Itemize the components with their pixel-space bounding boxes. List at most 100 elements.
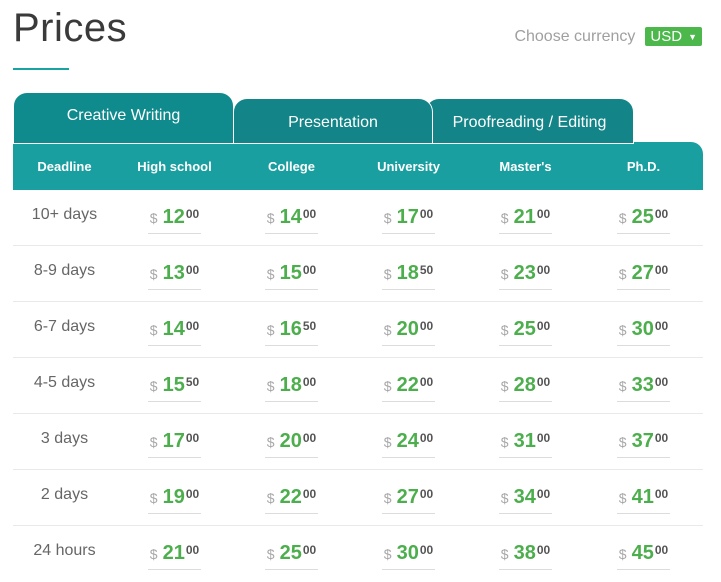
price-cents: 00 xyxy=(185,318,200,333)
dollar-sign: $ xyxy=(618,209,627,226)
price: $12 00 xyxy=(147,206,202,234)
price-cell: $18 50 xyxy=(350,258,467,290)
price-cents: 00 xyxy=(654,206,669,221)
price-whole: 30 xyxy=(396,542,419,564)
price-whole: 25 xyxy=(513,317,536,340)
price: $19 00 xyxy=(147,486,202,514)
price-whole: 20 xyxy=(396,317,419,340)
price: $28 00 xyxy=(498,373,553,402)
price-cell: $19 00 xyxy=(116,482,233,514)
price: $14 00 xyxy=(264,205,319,234)
price-cents: 00 xyxy=(302,262,317,277)
dollar-sign: $ xyxy=(266,321,275,338)
price: $37 00 xyxy=(616,430,671,458)
dollar-sign: $ xyxy=(618,433,627,450)
price-cents: 00 xyxy=(419,318,434,333)
price: $20 00 xyxy=(381,317,436,346)
price-whole: 28 xyxy=(513,373,536,396)
price: $15 50 xyxy=(147,373,202,402)
deadline-cell: 6-7 days xyxy=(33,317,96,335)
price-whole: 27 xyxy=(631,261,654,284)
tab-presentation[interactable]: Presentation xyxy=(233,98,433,144)
dollar-sign: $ xyxy=(383,546,392,562)
tab-creative-writing[interactable]: Creative Writing xyxy=(13,92,234,144)
currency-label: Choose currency xyxy=(514,27,636,45)
price-whole: 16 xyxy=(279,317,302,340)
dollar-sign: $ xyxy=(500,546,509,562)
price-whole: 38 xyxy=(513,542,536,564)
price-cents: 00 xyxy=(185,206,200,221)
title-underline xyxy=(13,68,69,70)
price: $25 00 xyxy=(616,205,671,234)
dollar-sign: $ xyxy=(266,489,275,506)
price-cell: $28 00 xyxy=(467,370,584,402)
price-whole: 22 xyxy=(279,485,302,508)
price-table-body: 10+ days $12 00 $14 00 $17 00 $21 00 $25 00 8-9 day… xyxy=(13,190,703,582)
dollar-sign: $ xyxy=(618,489,627,506)
dollar-sign: $ xyxy=(149,209,158,226)
price: $15 00 xyxy=(264,262,319,290)
price: $30 00 xyxy=(381,542,436,570)
price-cents: 00 xyxy=(185,486,200,501)
price-cents: 00 xyxy=(419,430,434,445)
price-cents: 00 xyxy=(185,430,200,445)
currency-select[interactable]: USD ▼ xyxy=(645,27,702,46)
dollar-sign: $ xyxy=(266,377,275,394)
price-whole: 17 xyxy=(162,429,185,452)
price-whole: 21 xyxy=(513,205,536,228)
column-header-deadline: Deadline xyxy=(37,158,92,174)
dollar-sign: $ xyxy=(266,546,275,562)
price-cell: $20 00 xyxy=(233,426,350,458)
dollar-sign: $ xyxy=(383,377,392,394)
service-tabs: Creative Writing Presentation Proofreadi… xyxy=(13,92,703,144)
dollar-sign: $ xyxy=(500,209,509,226)
deadline-cell: 4-5 days xyxy=(33,373,96,391)
price-cell: $21 00 xyxy=(467,202,584,234)
price-cents: 00 xyxy=(536,206,551,221)
dollar-sign: $ xyxy=(149,546,158,562)
price: $16 50 xyxy=(264,317,319,346)
column-header-phd: Ph.D. xyxy=(626,158,661,174)
dollar-sign: $ xyxy=(618,265,627,282)
currency-chooser: Choose currency USD ▼ xyxy=(514,27,702,46)
page-title: Prices xyxy=(13,6,128,50)
price-cents: 00 xyxy=(536,543,551,557)
price-cents: 50 xyxy=(185,374,200,389)
deadline-cell: 8-9 days xyxy=(33,261,96,279)
column-header-high-school: High school xyxy=(137,158,212,174)
price-cents: 00 xyxy=(654,318,669,333)
tab-proofreading-editing[interactable]: Proofreading / Editing xyxy=(425,98,634,144)
price-whole: 25 xyxy=(631,205,654,228)
table-row: 4-5 days $15 50 $18 00 $22 00 $28 00 $33 00 xyxy=(13,358,703,414)
table-row: 2 days $19 00 $22 00 $27 00 $34 00 $41 00 xyxy=(13,470,703,526)
price-cell: $23 00 xyxy=(467,258,584,290)
price: $31 00 xyxy=(498,430,553,458)
price: $23 00 xyxy=(498,262,553,290)
dollar-sign: $ xyxy=(383,209,392,226)
price-cell: $14 00 xyxy=(116,314,233,346)
price-cell: $27 00 xyxy=(350,482,467,514)
price: $25 00 xyxy=(264,542,319,570)
price-cell: $38 00 xyxy=(467,538,584,570)
column-header-masters: Master's xyxy=(499,158,552,174)
price-cell: $13 00 xyxy=(116,258,233,290)
price: $34 00 xyxy=(498,486,553,514)
price-cents: 00 xyxy=(654,543,669,557)
price-cell: $24 00 xyxy=(350,426,467,458)
deadline-cell: 2 days xyxy=(40,485,89,503)
price-cell: $25 00 xyxy=(233,538,350,570)
table-row: 3 days $17 00 $20 00 $24 00 $31 00 $37 00 xyxy=(13,414,703,470)
dollar-sign: $ xyxy=(149,489,158,506)
price-whole: 25 xyxy=(279,542,302,564)
dollar-sign: $ xyxy=(618,321,627,338)
price-cell: $30 00 xyxy=(350,538,467,570)
price-cell: $17 00 xyxy=(350,202,467,234)
dollar-sign: $ xyxy=(149,321,158,338)
dollar-sign: $ xyxy=(500,265,509,282)
price-cents: 00 xyxy=(419,543,434,557)
dollar-sign: $ xyxy=(149,265,158,282)
price-whole: 14 xyxy=(279,205,302,228)
price-whole: 33 xyxy=(631,373,654,396)
price-whole: 15 xyxy=(162,373,185,396)
price-cents: 00 xyxy=(536,430,551,445)
